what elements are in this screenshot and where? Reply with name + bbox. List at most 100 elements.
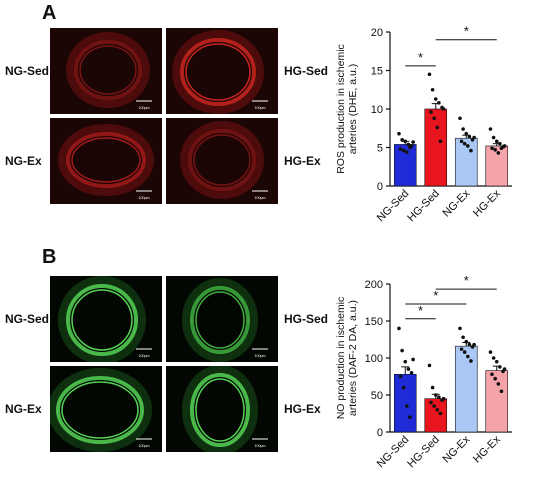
scale-bar-label: 100μm — [254, 106, 265, 110]
data-point — [406, 142, 411, 147]
data-point — [433, 393, 438, 397]
data-point — [458, 326, 462, 331]
data-point — [467, 342, 472, 347]
x-tick-label: HG-Ex — [471, 187, 503, 219]
data-point — [461, 335, 465, 340]
y-axis-label: ROS production in ischemicarteries (DHE,… — [335, 44, 359, 174]
data-point — [437, 395, 441, 400]
data-point — [411, 357, 415, 362]
micrograph-hg-sed-daf: 100μm — [166, 276, 278, 362]
data-point — [491, 356, 496, 360]
data-point — [401, 148, 406, 153]
micrograph-ng-sed-daf: 100μm — [50, 276, 162, 362]
image-label-hg-sed-b: HG-Sed — [284, 312, 329, 326]
y-tick-label: 20 — [371, 27, 383, 39]
significance-star: * — [418, 50, 423, 65]
data-point — [441, 396, 446, 401]
bar-ng-sed — [393, 373, 417, 433]
image-label-ng-sed-b: NG-Sed — [5, 312, 50, 326]
y-tick-label: 50 — [371, 390, 383, 402]
x-tick-label: HG-Sed — [405, 188, 442, 225]
micrograph-hg-sed-dhe: 100μm — [166, 28, 278, 114]
data-point — [491, 135, 496, 140]
data-point — [398, 374, 403, 379]
x-tick-label: HG-Sed — [405, 434, 442, 471]
image-label-ng-ex-a: NG-Ex — [5, 154, 42, 168]
y-tick-label: 10 — [371, 104, 383, 116]
panel-letter-a: A — [42, 2, 57, 24]
data-point — [498, 141, 502, 146]
bar-hg-ex — [485, 145, 509, 187]
data-point — [405, 404, 409, 408]
panel-letter-b: B — [42, 246, 57, 268]
x-tick-label: NG-Ex — [441, 187, 473, 219]
data-point — [499, 389, 504, 394]
image-label-hg-ex-a: HG-Ex — [284, 154, 321, 168]
data-point — [464, 339, 469, 344]
significance-star: * — [433, 288, 438, 303]
significance-star: * — [464, 273, 469, 288]
image-label-ng-sed-a: NG-Sed — [5, 64, 50, 78]
data-point — [461, 127, 465, 131]
data-point — [472, 135, 476, 140]
x-tick-label: HG-Ex — [471, 433, 503, 465]
data-point — [496, 151, 501, 155]
data-point — [405, 150, 409, 154]
data-point — [488, 127, 493, 131]
data-point — [427, 363, 432, 368]
data-point — [435, 125, 440, 130]
y-tick-label: 0 — [377, 181, 383, 193]
significance-star: * — [418, 303, 423, 318]
scale-bar-label: 100μm — [138, 106, 149, 110]
data-point — [403, 139, 408, 144]
data-point — [400, 348, 404, 353]
data-point — [464, 131, 469, 136]
data-point — [502, 144, 507, 148]
data-point — [400, 138, 404, 142]
data-point — [493, 376, 497, 381]
data-point — [427, 72, 432, 77]
data-point — [493, 148, 497, 152]
data-point — [397, 131, 401, 136]
data-point — [397, 326, 401, 331]
x-tick-label: NG-Sed — [375, 434, 412, 471]
data-point — [496, 382, 501, 386]
data-point — [435, 408, 440, 412]
bar-hg-sed — [424, 398, 448, 433]
micrograph-ng-ex-daf: 100μm — [50, 366, 162, 452]
scale-bar-label: 100μm — [254, 444, 265, 448]
data-point — [494, 139, 499, 144]
data-point — [430, 385, 435, 390]
data-point — [406, 367, 411, 371]
data-point — [466, 354, 470, 359]
data-point — [462, 350, 467, 354]
data-point — [472, 342, 476, 347]
data-point — [466, 144, 470, 148]
micrograph-ng-ex-dhe: 100μm — [50, 118, 162, 204]
data-point — [490, 372, 494, 377]
micrograph-ng-sed-dhe: 100μm — [50, 28, 162, 114]
scale-bar-label: 100μm — [254, 196, 265, 200]
bar-hg-ex — [485, 370, 509, 433]
data-point — [469, 359, 473, 363]
image-label-hg-ex-b: HG-Ex — [284, 402, 321, 416]
chart-no-svg: NO production in ischemicarteries (DAF-2… — [335, 273, 512, 471]
micrograph-hg-ex-daf: 100μm — [166, 366, 278, 452]
data-point — [499, 146, 504, 151]
data-point — [502, 367, 507, 371]
x-tick-label: NG-Ex — [441, 433, 473, 465]
data-point — [462, 141, 467, 146]
data-point — [469, 148, 473, 153]
data-point — [437, 101, 441, 105]
image-label-ng-ex-b: NG-Ex — [5, 402, 42, 416]
image-label-hg-sed-a: HG-Sed — [284, 64, 329, 78]
y-tick-label: 15 — [371, 66, 383, 78]
significance-star: * — [464, 24, 469, 39]
scale-bar-label: 100μm — [254, 354, 265, 358]
data-point — [438, 139, 443, 144]
data-point — [432, 116, 436, 121]
data-point — [432, 404, 436, 408]
data-point — [429, 110, 433, 114]
scale-bar-label: 100μm — [138, 444, 149, 448]
chart-ros-svg: ROS production in ischemicarteries (DHE,… — [335, 24, 512, 225]
